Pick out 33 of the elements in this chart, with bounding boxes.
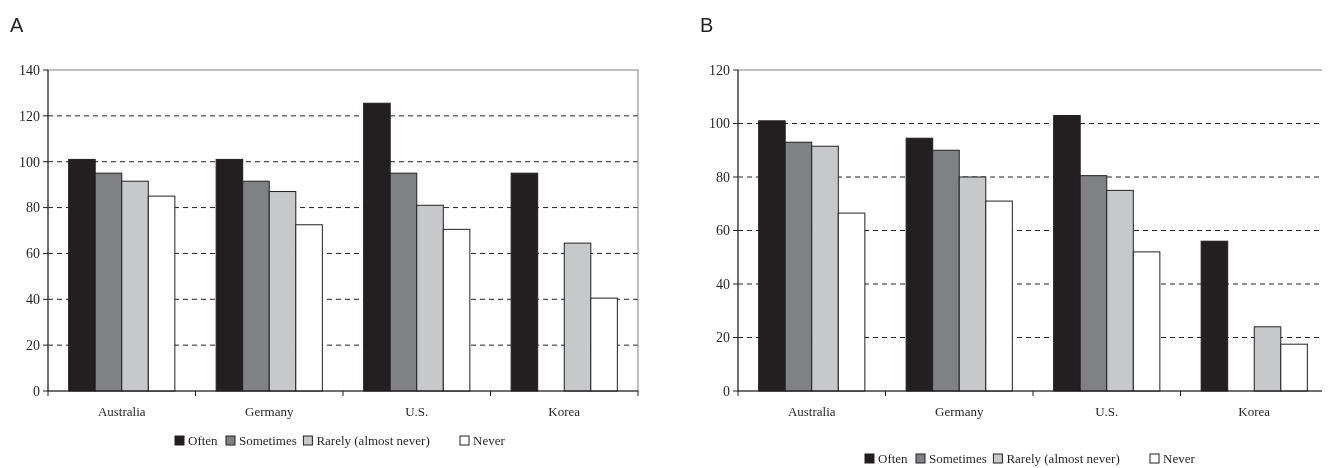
y-tick-label: 80 — [26, 200, 40, 216]
y-tick-label: 100 — [19, 154, 40, 170]
y-tick-label: 0 — [723, 383, 730, 399]
y-tick-label: 100 — [709, 116, 730, 132]
y-tick-label: 60 — [26, 246, 40, 262]
legend-label: Often — [188, 433, 219, 448]
chart-title: A — [10, 14, 24, 36]
legend-label: Rarely (almost never) — [1006, 451, 1120, 466]
x-tick-label: Australia — [787, 404, 836, 419]
x-tick-label: U.S. — [405, 404, 429, 419]
y-tick-label: 40 — [26, 292, 40, 308]
x-tick-label: U.S. — [1095, 404, 1119, 419]
chart-title: B — [700, 14, 714, 36]
y-tick-label: 20 — [26, 338, 40, 354]
legend-label: Rarely (almost never) — [316, 433, 430, 448]
x-tick-label: Germany — [935, 404, 984, 419]
x-tick-label: Korea — [1238, 404, 1271, 419]
x-tick-label: Korea — [548, 404, 581, 419]
legend-label: Sometimes — [929, 451, 987, 466]
legend-label: Often — [878, 451, 909, 466]
y-tick-label: 80 — [716, 169, 730, 185]
x-tick-label: Australia — [97, 404, 146, 419]
y-tick-label: 40 — [716, 276, 730, 292]
legend-label: Sometimes — [239, 433, 297, 448]
y-tick-label: 120 — [709, 62, 730, 78]
legend-label: Never — [1163, 451, 1196, 466]
y-tick-label: 120 — [19, 108, 40, 124]
y-tick-label: 0 — [33, 383, 40, 399]
y-tick-label: 20 — [716, 330, 730, 346]
y-tick-label: 140 — [19, 62, 40, 78]
legend-label: Never — [473, 433, 506, 448]
y-tick-label: 60 — [716, 223, 730, 239]
x-tick-label: Germany — [245, 404, 294, 419]
